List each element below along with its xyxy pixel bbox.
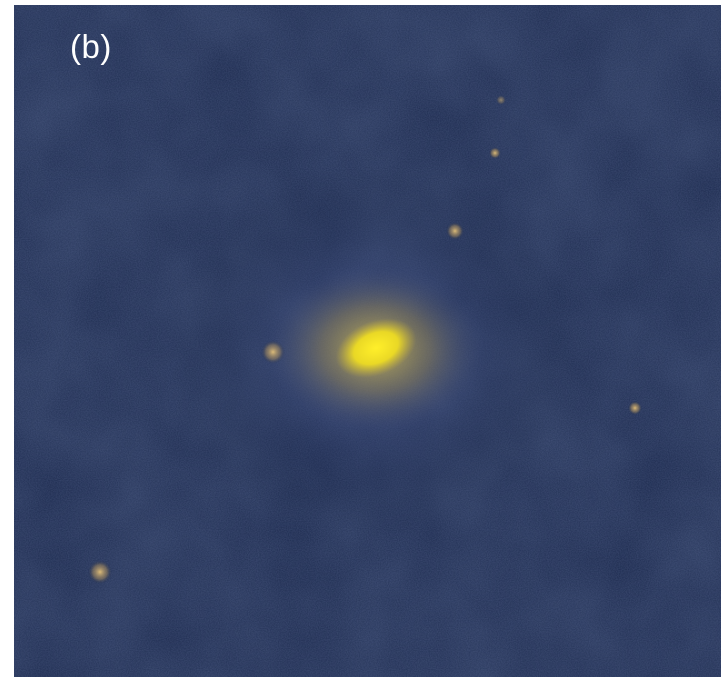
point-source <box>628 401 642 415</box>
panel-label: (b) <box>70 28 112 65</box>
point-source <box>446 222 464 240</box>
point-source <box>261 340 285 364</box>
point-source <box>489 147 501 159</box>
point-source <box>496 95 506 105</box>
point-source <box>88 560 112 584</box>
galaxy-image-panel: (b) <box>14 5 721 677</box>
galaxy-image <box>14 5 721 677</box>
galaxy-core <box>335 318 417 378</box>
